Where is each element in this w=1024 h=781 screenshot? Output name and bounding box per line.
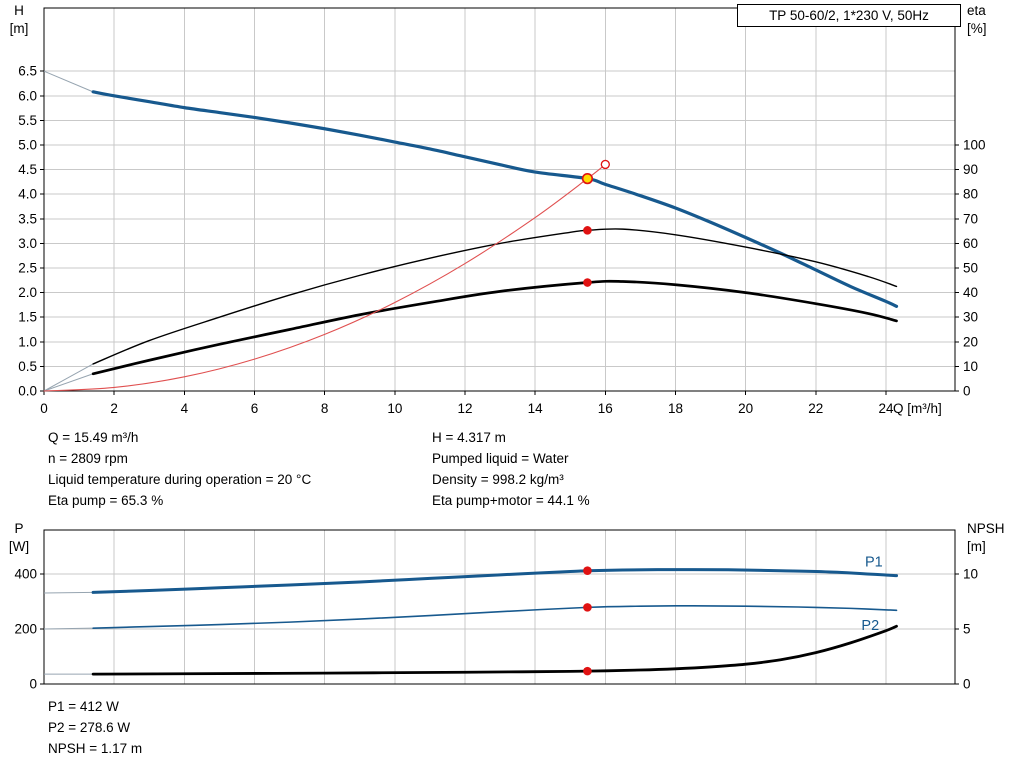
marker-p1-point: [583, 566, 592, 575]
left-axis-tick-label: 6.0: [18, 88, 37, 103]
left-axis-tick-label: 0.0: [18, 384, 37, 399]
right-axis-tick-label: 70: [963, 211, 978, 226]
x-axis-tick-label: 18: [668, 401, 683, 416]
x-axis-tick-label: 10: [387, 401, 402, 416]
right-axis-tick-label: 100: [963, 138, 986, 153]
info-line: H = 4.317 m: [432, 430, 506, 445]
plot-border: [43, 529, 956, 685]
x-axis-tick-label: 14: [528, 401, 544, 416]
duty-point-info: Q = 15.49 m³/h n = 2809 rpm Liquid tempe…: [0, 427, 1024, 517]
bottom-right-axis-title: NPSH [m]: [967, 520, 1005, 556]
info-line: P2 = 278.6 W: [48, 720, 131, 735]
right-axis-tick-label: 0: [963, 677, 971, 692]
axis-title-line: NPSH: [967, 521, 1005, 536]
axis-title-line: H: [14, 3, 24, 18]
left-axis-tick-label: 4.0: [18, 187, 37, 202]
axis-title-line: [W]: [8, 539, 30, 554]
duty-info-right-column: H = 4.317 m Pumped liquid = Water Densit…: [432, 427, 590, 511]
info-line: P1 = 412 W: [48, 699, 119, 714]
axis-title-line: [%]: [967, 21, 987, 36]
power-npsh-info: P1 = 412 W P2 = 278.6 W NPSH = 1.17 m: [48, 696, 142, 759]
left-axis-tick-label: 200: [14, 622, 37, 637]
curve-eta-pump: [92, 228, 898, 365]
marker-open-point: [600, 159, 610, 170]
info-line: NPSH = 1.17 m: [48, 741, 143, 756]
x-axis-tick-label: 22: [808, 401, 823, 416]
x-axis-tick-label: 8: [321, 401, 329, 416]
lead-line-eta-pump: [43, 363, 94, 392]
curve-duty-parabola: [43, 163, 606, 392]
right-axis-tick-label: 40: [963, 285, 978, 300]
curve-NPSH: [91, 624, 898, 676]
top-right-axis-title: eta [%]: [967, 2, 987, 38]
bottom-left-axis-title: P [W]: [1, 520, 37, 556]
series-label-P1: P1: [865, 554, 883, 570]
info-line: Liquid temperature during operation = 20…: [48, 472, 312, 487]
axis-title-line: [m]: [9, 21, 29, 36]
x-axis-tick-label: 6: [251, 401, 259, 416]
curve-P2: [92, 604, 898, 629]
right-axis-tick-label: 50: [963, 261, 978, 276]
marker-npsh-point: [583, 666, 592, 676]
pump-model-title-box: TP 50-60/2, 1*230 V, 50Hz: [737, 4, 961, 27]
left-axis-tick-label: 2.0: [18, 285, 37, 300]
x-axis-tick-label: 4: [181, 401, 189, 416]
right-axis-tick-label: 5: [963, 622, 971, 637]
curve-P1: [91, 568, 899, 594]
x-axis-tick-label: 12: [457, 401, 472, 416]
left-axis-tick-label: 5.0: [18, 138, 37, 153]
right-axis-tick-label: 60: [963, 236, 978, 251]
left-axis-tick-label: 0: [29, 677, 37, 692]
right-axis-tick-label: 80: [963, 187, 978, 202]
axis-title-line: eta: [967, 3, 986, 18]
curve-eta-pump-motor: [91, 279, 898, 376]
axis-title-line: [m]: [967, 539, 986, 554]
top-left-axis-title: H [m]: [1, 2, 37, 38]
right-axis-tick-label: 90: [963, 162, 978, 177]
curve-pump-curve-H: [91, 90, 899, 308]
right-axis-tick-label: 20: [963, 334, 978, 349]
info-line: Density = 998.2 kg/m³: [432, 472, 564, 487]
right-axis-tick-label: 10: [963, 567, 978, 582]
left-axis-tick-label: 3.5: [18, 211, 37, 226]
marker-eta-pump-point: [583, 226, 592, 235]
info-line: Eta pump+motor = 44.1 %: [432, 493, 590, 508]
left-axis-tick-label: 6.5: [18, 64, 37, 79]
left-axis-tick-label: 400: [14, 567, 37, 582]
x-axis-tick-label: 20: [738, 401, 753, 416]
lead-line-eta-pump-motor: [43, 373, 94, 392]
left-axis-tick-label: 0.5: [18, 359, 37, 374]
series-label-P2: P2: [861, 618, 879, 634]
axis-title-line: P: [14, 521, 24, 536]
left-axis-tick-label: 5.5: [18, 113, 37, 128]
x-axis-tick-label: 0: [40, 401, 48, 416]
left-axis-tick-label: 1.0: [18, 334, 37, 349]
lead-line-pump-curve-H: [43, 70, 94, 93]
plot-border: [43, 7, 956, 392]
left-axis-tick-label: 3.0: [18, 236, 37, 251]
left-axis-tick-label: 1.5: [18, 310, 37, 325]
duty-info-left-column: Q = 15.49 m³/h n = 2809 rpm Liquid tempe…: [48, 427, 311, 511]
right-axis-tick-label: 10: [963, 359, 978, 374]
right-axis-tick-label: 0: [963, 384, 971, 399]
x-axis-tick-label: 16: [598, 401, 613, 416]
x-axis-tick-label: 24: [878, 401, 894, 416]
lead-line-P1: [43, 591, 94, 594]
left-axis-tick-label: 4.5: [18, 162, 37, 177]
x-axis-tick-label: 2: [110, 401, 118, 416]
info-line: Eta pump = 65.3 %: [48, 493, 164, 508]
right-axis-tick-label: 30: [963, 310, 978, 325]
lead-line-P2: [43, 627, 94, 630]
info-line: n = 2809 rpm: [48, 451, 128, 466]
marker-p2-point: [583, 603, 592, 612]
info-line: Q = 15.49 m³/h: [48, 430, 139, 445]
marker-eta-pump-motor-point: [583, 278, 592, 287]
left-axis-tick-label: 2.5: [18, 261, 37, 276]
x-axis-unit-label: Q [m³/h]: [893, 401, 942, 416]
info-line: Pumped liquid = Water: [432, 451, 569, 466]
marker-duty-point: [581, 173, 594, 185]
